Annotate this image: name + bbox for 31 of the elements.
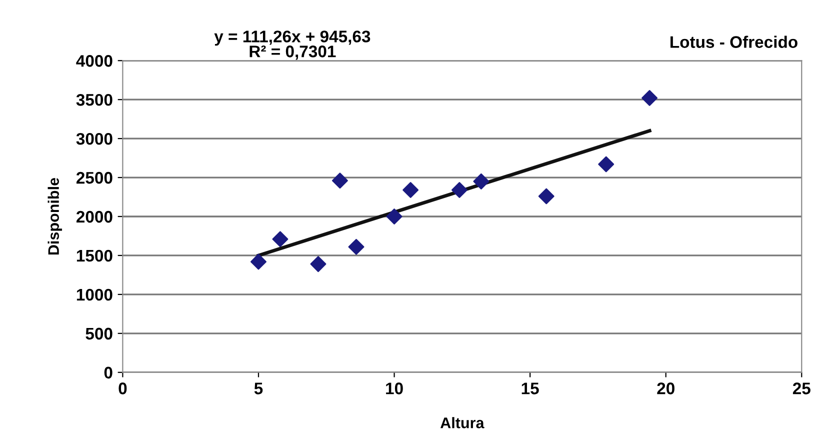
x-tick-label: 10 bbox=[386, 382, 403, 394]
point bbox=[538, 188, 554, 204]
x-tick-label: 15 bbox=[522, 382, 539, 394]
x-tick-label: 5 bbox=[254, 382, 263, 394]
point bbox=[332, 172, 348, 189]
point bbox=[451, 182, 468, 198]
point bbox=[310, 256, 326, 272]
y-axis-title: Disponible bbox=[48, 178, 62, 255]
y-tick-label: 2000 bbox=[76, 210, 112, 223]
x-tick-label: 20 bbox=[657, 382, 674, 394]
x-tick-label: 0 bbox=[118, 382, 127, 394]
point bbox=[402, 182, 419, 198]
point bbox=[250, 254, 266, 270]
point bbox=[642, 90, 658, 106]
y-tick-label: 500 bbox=[86, 328, 112, 340]
x-axis-title: Altura bbox=[440, 417, 484, 428]
text: y = 111,26x + 945,63 R² = 0,7301 bbox=[214, 30, 370, 60]
x-tick-label: 25 bbox=[792, 382, 810, 394]
chart-title: Lotus - Ofrecido bbox=[670, 36, 798, 48]
y-tick-label: 3000 bbox=[76, 132, 112, 145]
point bbox=[386, 208, 402, 224]
y-tick-label: 3500 bbox=[76, 94, 112, 106]
y-tick-label: 2500 bbox=[76, 172, 112, 184]
y-tick-label: 1000 bbox=[76, 288, 112, 301]
point bbox=[473, 173, 490, 190]
point bbox=[272, 231, 288, 248]
y-tick-label: 4000 bbox=[76, 55, 112, 67]
y-tick-label: 1500 bbox=[76, 250, 112, 262]
y-tick-label: 0 bbox=[104, 366, 112, 379]
point bbox=[598, 156, 614, 172]
point bbox=[348, 238, 364, 255]
